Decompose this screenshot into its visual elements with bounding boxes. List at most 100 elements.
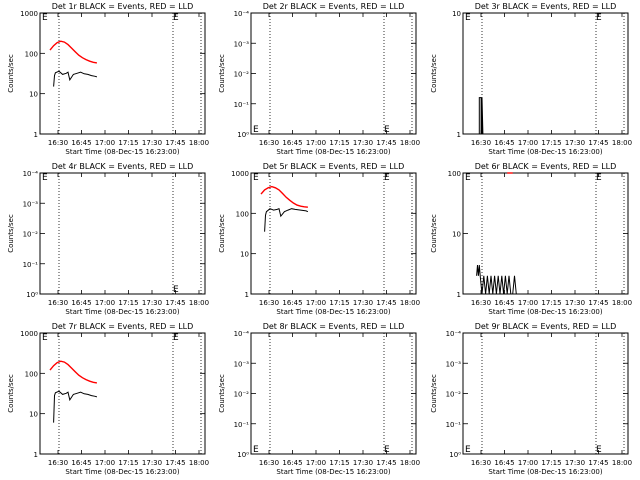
y-tick-label: 10⁻⁴ xyxy=(446,330,462,338)
x-tick-label: 16:30 xyxy=(48,459,68,467)
panel-title: Det 4r BLACK = Events, RED = LLD xyxy=(52,162,194,171)
x-tick-label: 17:00 xyxy=(95,299,115,307)
x-tick-label: 16:30 xyxy=(471,299,491,307)
x-tick-label: 18:00 xyxy=(400,459,420,467)
y-axis-label: Counts/sec xyxy=(218,214,226,253)
x-tick-label: 17:45 xyxy=(165,139,185,147)
x-tick-label: 16:30 xyxy=(471,459,491,467)
y-tick-label: 1 xyxy=(245,291,249,299)
x-tick-label: 17:30 xyxy=(353,139,373,147)
y-tick-label: 10⁰ xyxy=(449,451,461,459)
y-tick-label: 10⁰ xyxy=(237,131,249,139)
x-tick-label: 16:30 xyxy=(259,299,279,307)
x-tick-label: 17:30 xyxy=(142,299,162,307)
edge-marker: E xyxy=(384,125,390,135)
x-tick-label: 17:15 xyxy=(118,299,138,307)
edge-marker: E xyxy=(384,173,390,183)
x-tick-label: 16:45 xyxy=(494,139,514,147)
x-tick-label: 17:15 xyxy=(118,139,138,147)
y-tick-label: 1 xyxy=(457,291,461,299)
panel-title: Det 3r BLACK = Events, RED = LLD xyxy=(475,2,617,11)
plot-frame xyxy=(39,172,206,295)
edge-marker: E xyxy=(253,173,259,183)
edge-marker: E xyxy=(253,445,259,455)
y-tick-label: 10⁻⁴ xyxy=(234,10,250,18)
x-tick-label: 17:30 xyxy=(565,459,585,467)
x-tick-label: 18:00 xyxy=(189,139,209,147)
x-tick-label: 17:00 xyxy=(95,139,115,147)
x-tick-label: 16:30 xyxy=(259,459,279,467)
x-tick-label: 17:45 xyxy=(376,459,396,467)
x-tick-label: 17:00 xyxy=(518,459,538,467)
x-tick-label: 17:30 xyxy=(142,139,162,147)
y-tick-label: 10⁻² xyxy=(23,231,39,239)
x-tick-label: 18:00 xyxy=(400,139,420,147)
x-axis-label: Start Time (08-Dec-15 16:23:00) xyxy=(65,148,179,156)
panel-det-7: Det 7r BLACK = Events, RED = LLD Counts/s… xyxy=(7,322,209,476)
panel-det-2: Det 2r BLACK = Events, RED = LLD Counts/s… xyxy=(218,2,420,156)
x-tick-label: 17:15 xyxy=(541,459,561,467)
x-tick-label: 18:00 xyxy=(612,139,632,147)
x-tick-label: 17:45 xyxy=(165,299,185,307)
y-tick-label: 10⁻¹ xyxy=(446,421,462,429)
x-tick-label: 16:45 xyxy=(71,299,91,307)
y-tick-label: 10⁻³ xyxy=(234,40,250,48)
x-axis-label: Start Time (08-Dec-15 16:23:00) xyxy=(488,308,602,316)
panel-det-5: Det 5r BLACK = Events, RED = LLD Counts/s… xyxy=(218,162,420,316)
edge-marker: E xyxy=(173,333,179,343)
x-tick-label: 17:15 xyxy=(329,299,349,307)
y-axis-label: Counts/sec xyxy=(430,54,438,93)
x-tick-label: 16:30 xyxy=(259,139,279,147)
x-tick-label: 18:00 xyxy=(189,299,209,307)
y-tick-label: 1000 xyxy=(231,170,249,178)
y-tick-label: 10 xyxy=(29,91,38,99)
y-tick-label: 10⁻² xyxy=(234,71,250,79)
x-tick-label: 16:45 xyxy=(494,459,514,467)
x-tick-label: 17:15 xyxy=(329,459,349,467)
series-events-line xyxy=(53,390,98,423)
x-tick-label: 16:45 xyxy=(282,139,302,147)
x-tick-label: 17:00 xyxy=(95,459,115,467)
panel-title: Det 5r BLACK = Events, RED = LLD xyxy=(263,162,405,171)
x-tick-label: 17:15 xyxy=(329,139,349,147)
x-tick-label: 16:45 xyxy=(71,459,91,467)
x-tick-label: 18:00 xyxy=(400,299,420,307)
x-tick-label: 17:30 xyxy=(353,459,373,467)
panel-det-6: Det 6r BLACK = Events, RED = LLD Counts/s… xyxy=(430,162,632,316)
y-tick-label: 10 xyxy=(29,411,38,419)
series-events-line xyxy=(476,97,484,135)
x-tick-label: 17:30 xyxy=(142,459,162,467)
x-axis-label: Start Time (08-Dec-15 16:23:00) xyxy=(65,468,179,476)
y-axis-label: Counts/sec xyxy=(218,54,226,93)
x-tick-label: 17:00 xyxy=(306,299,326,307)
x-tick-label: 16:45 xyxy=(282,299,302,307)
y-tick-label: 10⁻¹ xyxy=(234,421,250,429)
panel-title: Det 1r BLACK = Events, RED = LLD xyxy=(52,2,194,11)
series-lld-line xyxy=(49,40,98,64)
x-tick-label: 17:00 xyxy=(518,139,538,147)
y-tick-label: 1000 xyxy=(20,10,38,18)
x-tick-label: 17:00 xyxy=(306,459,326,467)
x-tick-label: 16:30 xyxy=(48,299,68,307)
y-tick-label: 100 xyxy=(236,210,249,218)
y-tick-label: 10 xyxy=(452,10,461,18)
x-tick-label: 18:00 xyxy=(612,299,632,307)
series-lld-line xyxy=(260,185,308,208)
y-tick-label: 10⁻³ xyxy=(23,200,39,208)
y-tick-label: 10⁻² xyxy=(234,391,250,399)
y-axis-label: Counts/sec xyxy=(430,214,438,253)
panel-title: Det 8r BLACK = Events, RED = LLD xyxy=(263,322,405,331)
edge-marker: E xyxy=(465,13,471,23)
y-tick-label: 10⁰ xyxy=(237,451,249,459)
y-axis-label: Counts/sec xyxy=(7,374,15,413)
x-axis-label: Start Time (08-Dec-15 16:23:00) xyxy=(488,148,602,156)
plot-frame xyxy=(250,332,417,455)
panel-det-8: Det 8r BLACK = Events, RED = LLD Counts/s… xyxy=(218,322,420,476)
edge-marker: E xyxy=(42,173,48,183)
plot-frame xyxy=(462,332,629,455)
plot-frame xyxy=(462,12,629,135)
edge-marker: E xyxy=(596,445,602,455)
x-tick-label: 17:45 xyxy=(165,459,185,467)
y-tick-label: 10⁻² xyxy=(446,391,462,399)
